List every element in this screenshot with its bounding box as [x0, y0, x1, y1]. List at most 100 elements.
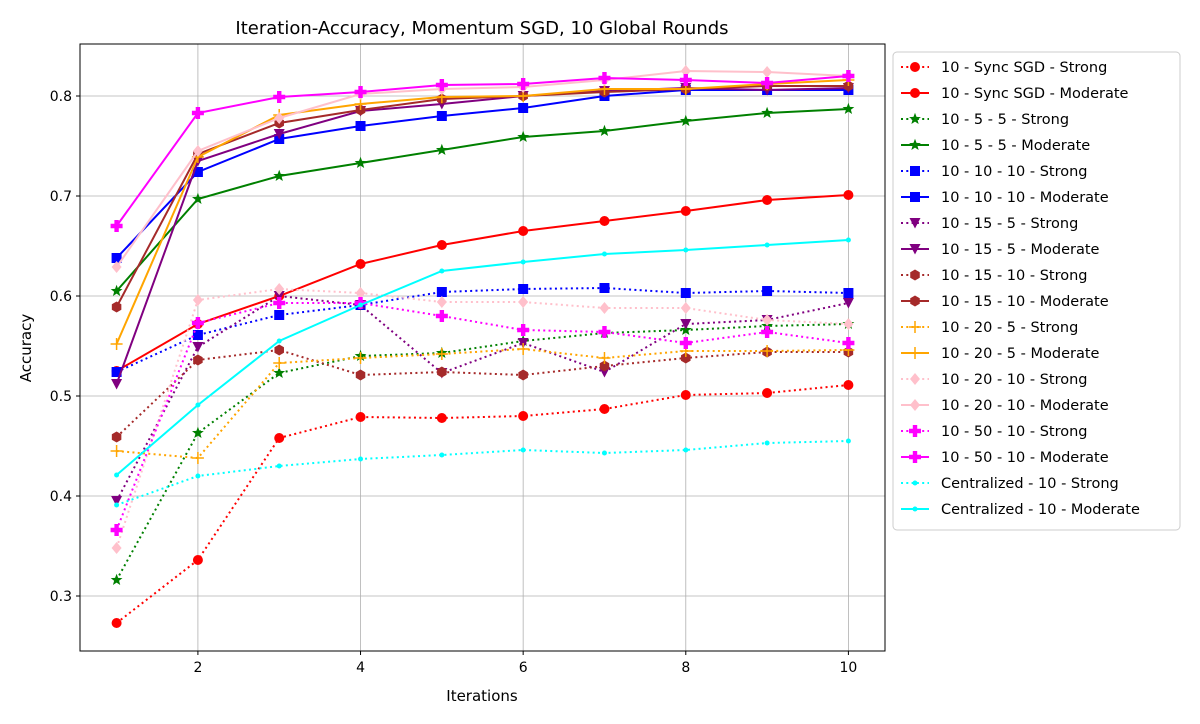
marker-square: [355, 121, 366, 131]
legend-label: 10 - 10 - 10 - Strong: [941, 164, 1088, 180]
legend-item: 10 - 50 - 10 - Strong: [901, 424, 1088, 440]
marker-plus-filled: [679, 74, 692, 86]
legend-item: 10 - 20 - 5 - Strong: [901, 320, 1078, 336]
marker-diamond: [680, 65, 691, 77]
marker-diamond: [274, 112, 285, 124]
marker-plus-filled: [909, 425, 921, 437]
marker-point: [114, 502, 120, 508]
series-line: [116, 194, 849, 372]
marker-plus-filled: [273, 91, 286, 103]
marker-diamond: [518, 296, 529, 308]
legend-item: 10 - 15 - 5 - Strong: [901, 216, 1078, 232]
marker-plus: [598, 352, 611, 364]
marker-point: [520, 259, 526, 265]
legend-item: 10 - 20 - 10 - Strong: [901, 372, 1088, 388]
marker-plus-filled: [191, 107, 204, 119]
marker-plus: [354, 98, 367, 110]
marker-star: [110, 284, 123, 297]
legend-item: Centralized - 10 - Moderate: [901, 502, 1140, 518]
marker-star: [842, 102, 855, 115]
x-axis-label: Iterations: [446, 687, 518, 705]
legend-label: 10 - Sync SGD - Strong: [941, 60, 1107, 76]
series-line: [115, 69, 849, 268]
marker-point: [601, 251, 607, 257]
y-tick-label: 0.5: [50, 389, 72, 405]
legend-label: 10 - 50 - 10 - Moderate: [941, 450, 1109, 466]
marker-square: [680, 288, 691, 298]
marker-plus: [110, 338, 123, 350]
marker-point: [683, 447, 689, 453]
series-centralized-10-strong: [114, 438, 851, 508]
legend-item: 10 - Sync SGD - Strong: [901, 60, 1107, 76]
series-10-5-5-strong: [110, 317, 855, 586]
legend-item: 10 - 5 - 5 - Moderate: [901, 138, 1090, 154]
marker-circle: [436, 240, 447, 250]
marker-star: [679, 114, 692, 127]
marker-point: [845, 438, 851, 444]
series-10-20-10-strong: [111, 283, 854, 554]
marker-hexagon: [111, 431, 122, 443]
plot-frame: [79, 43, 886, 652]
marker-hexagon: [437, 366, 447, 378]
legend-item: 10 - 5 - 5 - Strong: [901, 112, 1069, 128]
legend-label: 10 - 50 - 10 - Strong: [941, 424, 1088, 440]
marker-square: [518, 284, 529, 294]
series-line: [116, 286, 849, 373]
marker-diamond: [910, 373, 920, 385]
series-10-5-5-moderate: [110, 102, 855, 297]
legend-item: 10 - 20 - 5 - Moderate: [901, 346, 1100, 362]
legend-label: 10 - 15 - 10 - Moderate: [941, 294, 1109, 310]
series-10-15-5-moderate: [111, 83, 854, 390]
legend-item: 10 - 50 - 10 - Moderate: [901, 450, 1109, 466]
chart-title: Iteration-Accuracy, Momentum SGD, 10 Glo…: [235, 18, 728, 39]
marker-square: [111, 367, 122, 377]
marker-plus: [435, 348, 448, 360]
marker-circle: [518, 411, 529, 421]
series-10-10-10-moderate: [111, 85, 854, 263]
marker-circle: [518, 226, 529, 236]
marker-plus-filled: [761, 326, 774, 338]
marker-hexagon: [274, 344, 284, 356]
marker-square: [910, 192, 920, 202]
series-centralized-10-moderate: [114, 237, 851, 478]
marker-circle: [762, 388, 773, 398]
marker-plus-filled: [761, 77, 774, 89]
marker-triangle-down: [909, 244, 921, 255]
marker-square: [762, 286, 773, 296]
marker-plus-filled: [842, 337, 855, 349]
series-line: [115, 287, 849, 549]
marker-circle: [910, 62, 920, 72]
marker-plus-filled: [110, 220, 123, 232]
series-line: [116, 440, 849, 506]
marker-point: [520, 447, 526, 453]
marker-plus: [273, 357, 286, 369]
marker-star: [761, 106, 773, 119]
marker-circle: [910, 88, 920, 98]
marker-plus-filled: [273, 297, 286, 309]
series-line: [115, 108, 849, 292]
y-tick-label: 0.6: [50, 289, 72, 305]
marker-hexagon: [910, 269, 920, 281]
series-10-10-10-strong: [111, 283, 854, 377]
marker-square: [843, 288, 854, 298]
x-tick-label: 2: [193, 660, 202, 676]
series-line: [115, 79, 849, 345]
marker-star: [110, 573, 123, 586]
marker-square: [111, 253, 122, 263]
series-line: [115, 323, 849, 581]
series-10-sync-sgd-strong: [111, 380, 854, 628]
marker-circle: [111, 618, 122, 628]
marker-square: [192, 330, 203, 340]
marker-point: [912, 506, 918, 512]
legend-item: 10 - 15 - 5 - Moderate: [901, 242, 1100, 258]
marker-point: [358, 456, 364, 462]
marker-plus: [191, 452, 204, 464]
series-line: [115, 85, 849, 308]
legend-label: 10 - 20 - 5 - Strong: [941, 320, 1078, 336]
marker-circle: [762, 195, 773, 205]
marker-circle: [355, 412, 366, 422]
legend-item: Centralized - 10 - Strong: [901, 476, 1119, 492]
marker-hexagon: [681, 352, 691, 364]
marker-star: [273, 366, 286, 379]
marker-star: [909, 112, 921, 125]
